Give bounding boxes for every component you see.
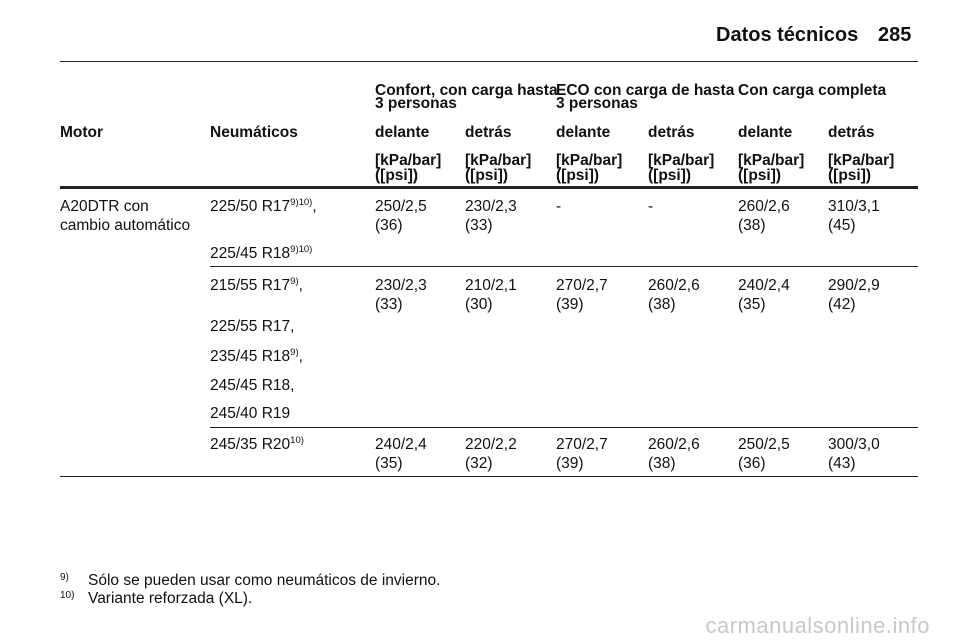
- unit-label: ([psi]): [648, 167, 692, 184]
- pressure-value: 260/2,6: [738, 198, 790, 215]
- pressure-value: 210/2,1: [465, 277, 517, 294]
- tire: 225/55 R17,: [210, 319, 294, 335]
- footnote-ref: 9)10): [290, 244, 313, 255]
- tire: 225/45 R189)10): [210, 244, 313, 262]
- row-rule: [210, 427, 918, 428]
- tire-size: 225/45 R18: [210, 245, 291, 262]
- pressure-value: 230/2,3: [465, 198, 517, 215]
- column-header: detrás: [648, 124, 695, 141]
- tire-size: 245/40 R19: [210, 405, 291, 422]
- pressure-value: 220/2,2: [465, 436, 517, 453]
- pressure-value: 290/2,9: [828, 277, 880, 294]
- header-rule: [60, 61, 918, 62]
- group-header: 3 personas: [556, 95, 638, 112]
- tire: 225/50 R179)10),: [210, 197, 317, 215]
- column-header: Motor: [60, 124, 104, 141]
- punctuation: ,: [312, 198, 317, 215]
- tire-size: 245/35 R20: [210, 436, 291, 453]
- pressure-value: (36): [375, 217, 403, 234]
- column-header: delante: [375, 124, 430, 141]
- unit-label: ([psi]): [375, 167, 419, 184]
- unit-label: [kPa/bar]: [465, 152, 532, 169]
- unit-label: ([psi]): [738, 167, 782, 184]
- pressure-value: 250/2,5: [375, 198, 427, 215]
- footnote-ref: 9): [290, 347, 299, 358]
- pressure-value: 230/2,3: [375, 277, 427, 294]
- page-title: Datos técnicos: [716, 24, 859, 46]
- group-header: Confort, con carga hasta: [375, 82, 558, 99]
- unit-label: [kPa/bar]: [828, 152, 895, 169]
- punctuation: ,: [298, 348, 303, 365]
- footnote-mark: 10): [60, 590, 75, 601]
- column-header: detrás: [465, 124, 512, 141]
- pressure-value: 250/2,5: [738, 436, 790, 453]
- tire: 245/40 R19: [210, 406, 290, 422]
- footnote-text: Sólo se pueden usar como neumáticos de i…: [88, 572, 441, 589]
- tire-size: 215/55 R17: [210, 277, 291, 294]
- pressure-value: 240/2,4: [375, 436, 427, 453]
- group-header: 3 personas: [375, 95, 457, 112]
- tire: 235/45 R189),: [210, 347, 303, 365]
- pressure-value: 270/2,7: [556, 436, 608, 453]
- punctuation: ,: [298, 277, 303, 294]
- table-bottom-rule: [60, 476, 918, 477]
- tire: 215/55 R179),: [210, 276, 303, 294]
- unit-label: [kPa/bar]: [738, 152, 805, 169]
- pressure-value: (39): [556, 455, 584, 472]
- footnote-mark: 9): [60, 572, 69, 583]
- watermark: carmanualsonline.info: [705, 613, 930, 638]
- footnote-ref: 9)10): [290, 197, 313, 208]
- pressure-value: (38): [738, 217, 766, 234]
- tire-size: 225/55 R17,: [210, 318, 295, 335]
- pressure-value: (30): [465, 296, 493, 313]
- pressure-value: (35): [375, 455, 403, 472]
- unit-label: ([psi]): [556, 167, 600, 184]
- tire-size: 235/45 R18: [210, 348, 291, 365]
- unit-label: ([psi]): [828, 167, 872, 184]
- unit-label: [kPa/bar]: [556, 152, 623, 169]
- pressure-value: (33): [465, 217, 493, 234]
- pressure-value: 260/2,6: [648, 277, 700, 294]
- pressure-value: (42): [828, 296, 856, 313]
- footnote-text: Variante reforzada (XL).: [88, 590, 253, 607]
- pressure-value: (45): [828, 217, 856, 234]
- motor: cambio automático: [60, 217, 191, 234]
- pressure-value: (32): [465, 455, 493, 472]
- pressure-value: (36): [738, 455, 766, 472]
- unit-label: [kPa/bar]: [375, 152, 442, 169]
- column-header: detrás: [828, 124, 875, 141]
- pressure-value: -: [556, 198, 562, 215]
- page-number: 285: [878, 24, 912, 46]
- pressure-value: (33): [375, 296, 403, 313]
- tire: 245/35 R2010): [210, 435, 304, 453]
- row-rule: [210, 266, 918, 267]
- pressure-value: (35): [738, 296, 766, 313]
- pressure-value: 260/2,6: [648, 436, 700, 453]
- pressure-value: 310/3,1: [828, 198, 880, 215]
- pressure-value: -: [648, 198, 654, 215]
- group-header: Con carga completa: [738, 82, 887, 99]
- pressure-value: (43): [828, 455, 856, 472]
- footnote-ref: 9): [290, 276, 299, 287]
- column-header: delante: [556, 124, 611, 141]
- column-header: delante: [738, 124, 793, 141]
- unit-label: ([psi]): [465, 167, 509, 184]
- pressure-value: 270/2,7: [556, 277, 608, 294]
- pressure-value: (39): [556, 296, 584, 313]
- tire-size: 245/45 R18,: [210, 377, 295, 394]
- motor: A20DTR con: [60, 198, 149, 215]
- column-header: Neumáticos: [210, 124, 298, 141]
- pressure-value: 240/2,4: [738, 277, 790, 294]
- tire: 245/45 R18,: [210, 378, 294, 394]
- pressure-value: (38): [648, 296, 676, 313]
- unit-label: [kPa/bar]: [648, 152, 715, 169]
- tire-size: 225/50 R17: [210, 198, 291, 215]
- footnote-ref: 10): [290, 435, 304, 446]
- table-head-rule: [60, 186, 918, 189]
- group-header: ECO con carga de hasta: [556, 82, 735, 99]
- pressure-value: (38): [648, 455, 676, 472]
- pressure-value: 300/3,0: [828, 436, 880, 453]
